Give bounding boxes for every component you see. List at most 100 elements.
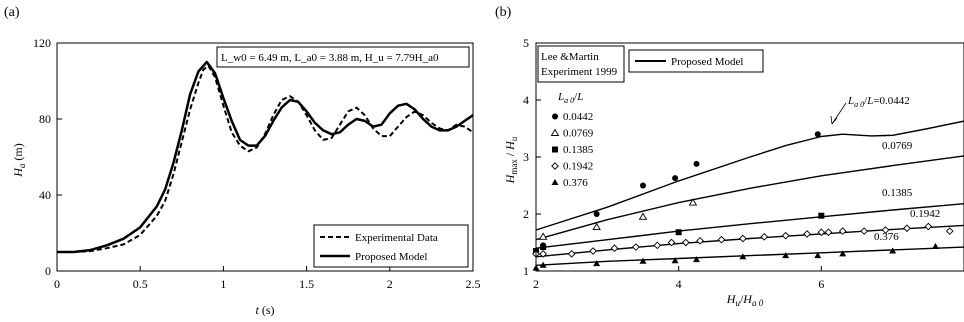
point-0.1942 <box>567 250 576 258</box>
point-0.376 <box>739 253 747 260</box>
y-axis-label-b-sub1: max <box>509 159 519 175</box>
point-0.0769 <box>538 232 548 240</box>
legend-box-b-left <box>537 45 625 83</box>
curve-0.0769 <box>535 155 964 241</box>
curve-0.376 <box>535 246 964 266</box>
plot-a-legend: Experimental Data Proposed Model <box>313 224 469 268</box>
plot-a-xlabel: t (s) <box>255 303 274 317</box>
curve-0.1942 <box>535 224 964 258</box>
legend-label-0.1942: 0.1942 <box>563 161 593 173</box>
legend-title-line1: Lee &Martin <box>541 51 599 63</box>
point-0.376 <box>671 257 679 264</box>
series-line-proposed <box>57 60 474 254</box>
point-0.1942 <box>903 224 911 233</box>
point-0.376 <box>693 256 700 263</box>
x-tick-label-a: 2.5 <box>466 277 481 291</box>
x-axis-label-b: H <box>726 292 737 306</box>
curve-label-0442-arrow <box>831 102 847 125</box>
legend-label-0.0769: 0.0769 <box>563 128 594 140</box>
plot-a-xticks: 0 0.5 1 1.5 2 2.5 <box>54 266 481 291</box>
y-axis-label-b: H <box>503 173 517 184</box>
curve-0.1385 <box>535 203 964 249</box>
y-tick-label-a: 40 <box>39 188 51 202</box>
y-tick-label-b: 1 <box>523 264 529 278</box>
curve-label-1385: 0.1385 <box>882 187 913 199</box>
y-axis-label-b-den: H <box>503 140 517 151</box>
y-axis-label-a: H <box>11 167 25 178</box>
annotation-box-a <box>216 46 470 68</box>
point-0.376 <box>639 257 647 264</box>
group-title-sub: a 0 <box>564 96 574 105</box>
series-line-experimental <box>57 64 474 253</box>
plot-b-markers <box>532 131 954 271</box>
legend-marker-0.1942 <box>551 162 559 170</box>
curve-label-376: 0.376 <box>874 231 899 243</box>
point-0.0442 <box>593 211 600 217</box>
panel-a: (a) 0 0.5 1 1.5 2 2.5 0 40 80 120 t (s) Ha (m) L… <box>4 5 481 317</box>
y-tick-label-b: 3 <box>523 150 529 164</box>
point-0.1942 <box>717 235 726 244</box>
point-0.376 <box>931 242 939 249</box>
y-axis-label-a-sub: a <box>17 163 27 168</box>
y-tick-label-b: 4 <box>523 93 529 107</box>
curve-labels-b: La 0/L=0.0442 0.0769 0.1385 0.1942 0.376 <box>830 95 940 243</box>
point-0.0769 <box>688 198 698 206</box>
curve-label-0442-sub: a 0 <box>854 100 864 109</box>
x-axis-label-b-slash: / <box>740 292 744 306</box>
x-tick-label-b: 6 <box>818 277 824 291</box>
x-tick-label-a: 2 <box>387 277 393 291</box>
x-tick-label-a: 0 <box>54 277 60 291</box>
y-tick-label-b: 5 <box>523 36 529 50</box>
point-0.1942 <box>803 230 811 238</box>
point-0.376 <box>814 252 822 259</box>
x-axis-unit-a: (s) <box>259 303 275 317</box>
y-tick-label-b: 2 <box>523 207 529 221</box>
curve-label-0442-arrowhead <box>830 115 838 125</box>
x-axis-label-a: t <box>255 303 259 317</box>
panel-a-label: (a) <box>4 5 20 20</box>
x-tick-label-b: 4 <box>676 277 682 291</box>
curve-label-0442-L2: L <box>866 95 873 107</box>
curve-label-0442-L: L <box>847 95 854 107</box>
plot-b-yticks: 1 2 3 4 5 <box>523 36 541 278</box>
plot-a-frame <box>56 42 474 272</box>
plot-b-ylabel: Hmax / Hu <box>503 136 519 184</box>
point-0.1385 <box>675 229 682 236</box>
x-tick-label-a: 1 <box>220 277 226 291</box>
point-0.376 <box>539 261 547 268</box>
plot-b-xticks: 2 4 6 <box>533 266 824 291</box>
legend-box-b-right <box>628 49 764 73</box>
legend-marker-0.0769 <box>550 128 560 136</box>
legend-label-0.1385: 0.1385 <box>563 144 594 156</box>
plot-a-annotation-box: L_w0 = 6.49 m, L_a0 = 3.88 m, H_u = 7.79… <box>216 46 470 68</box>
group-title-L: L <box>557 91 564 103</box>
point-0.1942 <box>824 228 833 237</box>
point-0.1942 <box>860 227 868 235</box>
point-0.1942 <box>610 244 619 253</box>
curve-label-0769: 0.0769 <box>882 140 913 152</box>
plot-b-legend-left: Lee &Martin Experiment 1999 <box>537 45 625 83</box>
legend-box-a <box>313 224 469 268</box>
point-0.1942 <box>696 236 704 245</box>
legend-marker-0.0442 <box>552 113 558 120</box>
curve-label-0442: La 0/L=0.0442 <box>847 95 910 109</box>
y-tick-label-a: 0 <box>45 264 51 278</box>
legend-marker-0.376 <box>551 179 559 185</box>
y-tick-label-a: 80 <box>39 112 51 126</box>
curve-label-0442-rest: / <box>864 95 868 107</box>
plot-a-lines <box>57 60 474 254</box>
x-axis-label-b-sub1: u <box>735 298 740 308</box>
point-0.376 <box>593 260 601 267</box>
point-0.1942 <box>781 231 790 240</box>
x-tick-label-a: 0.5 <box>133 277 148 291</box>
legend-label-0.376: 0.376 <box>563 177 588 189</box>
point-0.376 <box>782 252 790 259</box>
point-0.1942 <box>924 222 933 231</box>
point-0.1942 <box>667 238 676 247</box>
y-tick-label-a: 120 <box>33 36 51 50</box>
point-0.1942 <box>838 227 847 235</box>
point-0.0769 <box>638 212 648 220</box>
plot-b-xlabel: Hu/Ha 0 <box>726 292 764 308</box>
